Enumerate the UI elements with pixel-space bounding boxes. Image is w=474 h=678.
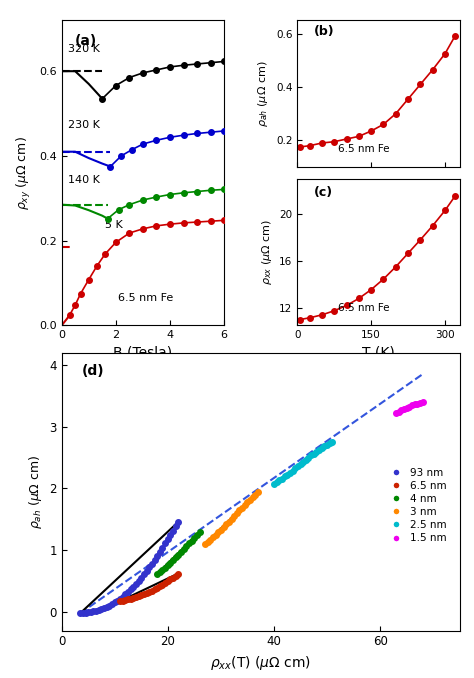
Text: (a): (a): [74, 34, 97, 47]
Text: 6.5 nm Fe: 6.5 nm Fe: [338, 303, 390, 313]
Y-axis label: $\rho_{ah}$ ($\mu\Omega$ cm): $\rho_{ah}$ ($\mu\Omega$ cm): [256, 60, 270, 127]
Text: 5 K: 5 K: [105, 220, 123, 230]
Text: 6.5 nm Fe: 6.5 nm Fe: [338, 144, 390, 155]
Text: 6.5 nm Fe: 6.5 nm Fe: [118, 293, 174, 303]
Text: (b): (b): [313, 25, 334, 38]
Text: 230 K: 230 K: [68, 121, 100, 130]
X-axis label: B (Tesla): B (Tesla): [113, 346, 173, 360]
Y-axis label: $\rho_{xx}$ ($\mu\Omega$ cm): $\rho_{xx}$ ($\mu\Omega$ cm): [260, 219, 273, 285]
Y-axis label: $\rho_{ah}$ ($\mu\Omega$ cm): $\rho_{ah}$ ($\mu\Omega$ cm): [27, 454, 44, 529]
X-axis label: T (K): T (K): [362, 346, 395, 360]
Text: (d): (d): [82, 364, 104, 378]
Legend: 93 nm, 6.5 nm, 4 nm, 3 nm, 2.5 nm, 1.5 nm: 93 nm, 6.5 nm, 4 nm, 3 nm, 2.5 nm, 1.5 n…: [382, 464, 451, 547]
Y-axis label: $\rho_{xy}$ ($\mu\Omega$ cm): $\rho_{xy}$ ($\mu\Omega$ cm): [16, 136, 34, 210]
Text: 320 K: 320 K: [68, 44, 100, 54]
Text: 140 K: 140 K: [68, 176, 100, 186]
Text: (c): (c): [313, 186, 333, 199]
X-axis label: $\rho_{xx}$(T) ($\mu\Omega$ cm): $\rho_{xx}$(T) ($\mu\Omega$ cm): [210, 654, 311, 672]
